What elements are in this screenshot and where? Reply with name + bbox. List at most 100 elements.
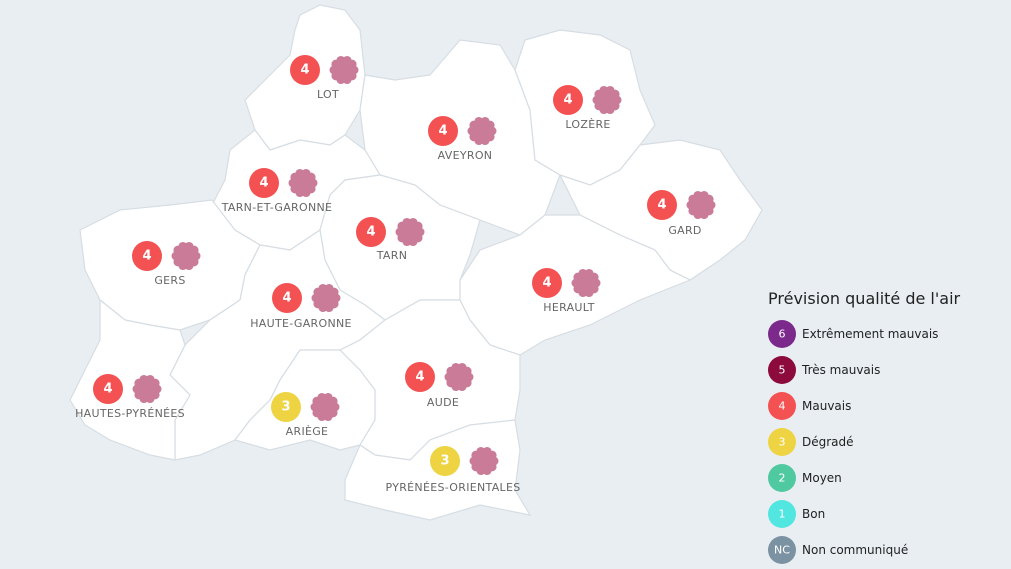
pollen-icon (592, 85, 622, 115)
department-name: AVEYRON (438, 149, 493, 162)
index-badge (249, 168, 279, 198)
pollen-core (315, 287, 337, 309)
pollen-core (399, 221, 421, 243)
legend-code: 5 (779, 364, 786, 377)
legend-swatch (768, 464, 796, 492)
index-badge (290, 55, 320, 85)
department-name: HAUTES-PYRÉNÉES (75, 407, 185, 420)
pollen-core (333, 59, 355, 81)
pollen-icon (311, 283, 341, 313)
pollen-core (596, 89, 618, 111)
legend-swatch (768, 320, 796, 348)
department-name: TARN (376, 249, 407, 262)
department-name: TARN-ET-GARONNE (221, 201, 333, 214)
department-name: HERAULT (543, 301, 594, 314)
index-value: 4 (438, 124, 447, 139)
department-name: LOZÈRE (565, 118, 610, 131)
index-badge (93, 374, 123, 404)
legend-swatch (768, 356, 796, 384)
index-badge (271, 392, 301, 422)
legend: Prévision qualité de l'air 6 Extrêmement … (768, 289, 961, 564)
index-value: 4 (300, 63, 309, 78)
index-badge (532, 268, 562, 298)
pollen-core (575, 272, 597, 294)
legend-label: Non communiqué (802, 543, 908, 557)
department-marker: 4 HAUTES-PYRÉNÉES (75, 374, 185, 420)
department-marker: 4 TARN-ET-GARONNE (221, 168, 333, 214)
legend-code: 4 (779, 400, 786, 413)
index-badge (272, 283, 302, 313)
department-marker: 4 HERAULT (532, 268, 601, 314)
index-badge (356, 217, 386, 247)
index-value: 4 (542, 276, 551, 291)
pollen-icon (467, 116, 497, 146)
pollen-icon (310, 392, 340, 422)
pollen-core (473, 450, 495, 472)
legend-label: Mauvais (802, 399, 851, 413)
index-value: 4 (142, 249, 151, 264)
pollen-core (175, 245, 197, 267)
department-name: LOT (317, 88, 339, 101)
pollen-core (292, 172, 314, 194)
legend-swatch (768, 500, 796, 528)
department-marker: 4 LOZÈRE (553, 85, 622, 131)
pollen-core (448, 366, 470, 388)
pollen-icon (469, 446, 499, 476)
index-value: 4 (657, 198, 666, 213)
legend-item: 1 Bon (768, 500, 825, 528)
index-badge (132, 241, 162, 271)
legend-title: Prévision qualité de l'air (768, 289, 961, 308)
index-badge (430, 446, 460, 476)
departments-shapes (69, 4, 763, 521)
legend-swatch (768, 536, 796, 564)
department-markers: 4LOT4AVEYRON4LOZÈRE4GARD4TARN-ET-GARONNE… (75, 55, 716, 494)
legend-code: 3 (779, 436, 786, 449)
pollen-icon (444, 362, 474, 392)
legend-item: 4 Mauvais (768, 392, 851, 420)
legend-item: 6 Extrêmement mauvais (768, 320, 938, 348)
legend-label: Bon (802, 507, 825, 521)
pollen-icon (395, 217, 425, 247)
index-badge (553, 85, 583, 115)
department-name: GARD (668, 224, 701, 237)
department-marker: 4 HAUTE-GARONNE (250, 283, 352, 330)
pollen-core (471, 120, 493, 142)
legend-swatch (768, 392, 796, 420)
legend-label: Très mauvais (801, 363, 880, 377)
index-value: 4 (563, 93, 572, 108)
pollen-core (690, 194, 712, 216)
pollen-core (136, 378, 158, 400)
index-badge (428, 116, 458, 146)
pollen-icon (571, 268, 601, 298)
department-name: HAUTE-GARONNE (250, 317, 352, 330)
index-value: 3 (281, 400, 290, 415)
legend-label: Extrêmement mauvais (802, 327, 938, 341)
department-shape (514, 29, 656, 186)
legend-code: 1 (779, 508, 786, 521)
legend-item: 3 Dégradé (768, 428, 854, 456)
legend-swatch (768, 428, 796, 456)
index-badge (647, 190, 677, 220)
department-marker: 3 PYRÉNÉES-ORIENTALES (386, 446, 521, 494)
department-name: PYRÉNÉES-ORIENTALES (386, 481, 521, 494)
department-marker: 4 AVEYRON (428, 116, 497, 162)
index-value: 4 (366, 225, 375, 240)
legend-label: Dégradé (802, 435, 854, 449)
department-name: ARIÈGE (286, 425, 329, 438)
department-shape (69, 298, 191, 461)
index-value: 4 (415, 370, 424, 385)
pollen-icon (329, 55, 359, 85)
index-value: 4 (259, 176, 268, 191)
index-value: 4 (282, 291, 291, 306)
pollen-icon (132, 374, 162, 404)
department-marker: 4 LOT (290, 55, 359, 101)
legend-code: 2 (779, 472, 786, 485)
department-name: AUDE (427, 396, 459, 409)
legend-code: NC (774, 544, 790, 557)
pollen-icon (288, 168, 318, 198)
